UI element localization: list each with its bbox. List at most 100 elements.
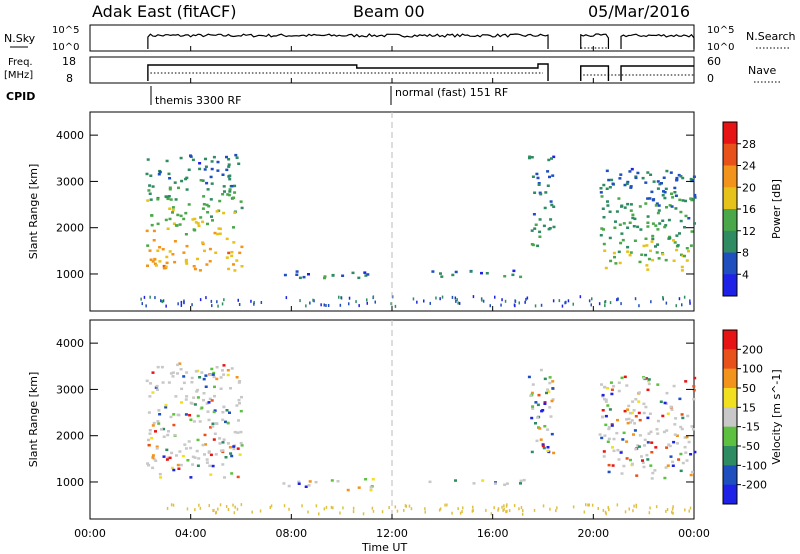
data-cell [191, 158, 195, 162]
ground-cell [396, 509, 399, 513]
data-cell [168, 456, 172, 460]
data-cell [219, 376, 223, 379]
data-cell [646, 225, 650, 228]
data-cell [663, 401, 667, 405]
ground-cell [504, 299, 507, 303]
ground-cell [238, 303, 241, 306]
data-cell [165, 448, 169, 452]
ground-cell [388, 506, 390, 509]
data-cell [197, 457, 201, 460]
data-cell [232, 263, 235, 266]
data-cell [691, 179, 695, 182]
data-cell [196, 396, 200, 399]
data-cell [158, 246, 162, 249]
data-cell [630, 462, 634, 466]
data-cell [640, 253, 644, 256]
data-cell [693, 193, 697, 197]
ground-cell [678, 297, 681, 301]
data-cell [151, 371, 155, 374]
data-cell [230, 367, 234, 370]
ground-cell [199, 298, 202, 302]
data-cell [224, 456, 228, 459]
data-cell [189, 446, 193, 450]
data-cell [180, 401, 183, 404]
data-cell [201, 241, 205, 244]
data-cell [607, 427, 611, 431]
data-cell [679, 175, 683, 178]
data-cell [237, 398, 241, 402]
data-cell [209, 453, 213, 457]
ground-cell [154, 296, 156, 300]
data-cell [668, 204, 672, 207]
ground-cell [681, 303, 683, 307]
data-cell [216, 232, 219, 236]
data-cell [204, 157, 207, 161]
data-cell [156, 365, 160, 369]
data-cell [201, 443, 205, 447]
freq-tick-top: 18 [62, 55, 76, 68]
ground-cell [561, 304, 564, 308]
ground-cell [649, 506, 651, 510]
data-cell [152, 229, 156, 233]
data-cell [528, 155, 532, 158]
data-cell [639, 228, 643, 231]
data-cell [617, 389, 621, 393]
data-cell [674, 417, 678, 420]
data-cell [236, 475, 240, 479]
ground-cell [269, 506, 271, 509]
data-cell [178, 450, 182, 453]
data-cell [185, 395, 189, 398]
data-cell [454, 479, 457, 482]
data-cell [690, 470, 694, 474]
data-cell [633, 217, 637, 221]
data-cell [240, 395, 243, 399]
data-cell [661, 219, 665, 222]
data-cell [216, 160, 220, 164]
data-cell [232, 241, 236, 244]
ground-cell [301, 504, 303, 508]
colorbar-label: Velocity [m s^-1] [770, 369, 783, 464]
data-cell [522, 478, 526, 482]
data-cell [193, 456, 197, 459]
data-cell [628, 221, 632, 224]
colorbar-swatch [723, 143, 737, 166]
data-cell [646, 268, 650, 271]
data-cell [661, 414, 665, 418]
data-cell [178, 223, 182, 226]
data-cell [656, 243, 660, 246]
data-cell [196, 257, 199, 261]
data-cell [307, 484, 311, 487]
data-cell [606, 440, 610, 443]
data-cell [201, 179, 205, 182]
data-cell [171, 206, 175, 209]
data-cell [154, 459, 158, 462]
data-cell [626, 202, 630, 206]
data-cell [604, 266, 608, 270]
data-cell [657, 257, 661, 260]
data-cell [168, 188, 172, 191]
data-cell [207, 418, 211, 422]
data-cell [191, 455, 195, 459]
data-cell [206, 410, 210, 413]
data-cell [169, 415, 173, 419]
data-cell [610, 392, 614, 396]
data-cell [641, 461, 645, 464]
data-cell [187, 203, 191, 206]
data-cell [633, 429, 637, 432]
data-cell [601, 393, 605, 397]
data-cell [673, 186, 677, 190]
data-cell [642, 411, 646, 415]
data-cell [147, 464, 151, 467]
data-cell [191, 463, 195, 466]
data-cell [166, 433, 170, 437]
data-cell [205, 402, 209, 405]
data-cell [295, 273, 299, 276]
data-cell [650, 441, 654, 444]
colorbar-tick-label: -200 [742, 479, 767, 492]
data-cell [531, 175, 535, 178]
cpid-program-2: normal (fast) 151 RF [395, 86, 508, 99]
ground-cell [162, 299, 165, 303]
data-cell [198, 376, 202, 379]
data-cell [607, 178, 611, 182]
data-cell [213, 385, 216, 389]
